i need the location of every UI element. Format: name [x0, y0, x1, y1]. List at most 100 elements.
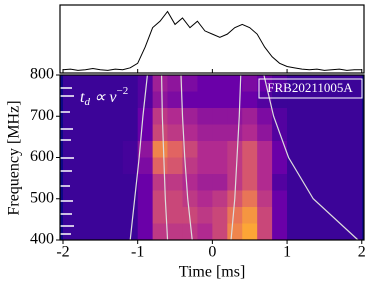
heatmap-cell	[62, 141, 79, 158]
heatmap-cell	[197, 190, 213, 208]
heatmap-cell	[77, 223, 94, 241]
heatmap-cell	[182, 75, 198, 92]
formula-mid: ∝ ν	[90, 89, 117, 106]
heatmap-cell	[257, 174, 273, 191]
heatmap-cell	[331, 157, 348, 175]
heatmap-cell	[167, 157, 183, 175]
heatmap-cell	[122, 75, 138, 92]
heatmap-cell	[122, 207, 138, 224]
heatmap-cell	[167, 190, 183, 208]
heatmap-cell	[137, 108, 153, 125]
formula-sup: −2	[116, 85, 128, 97]
heatmap-cell	[302, 157, 318, 175]
formula-sub: d	[84, 96, 90, 108]
heatmap-cell	[227, 108, 243, 125]
heatmap-cell	[122, 174, 138, 191]
heatmap-cell	[152, 141, 168, 158]
heatmap-cell	[107, 141, 124, 158]
heatmap-cell	[107, 124, 124, 142]
heatmap-cell	[107, 75, 124, 92]
y-tick-label: 500	[30, 189, 54, 206]
heatmap-cell	[227, 157, 243, 175]
heatmap-cell	[242, 75, 258, 92]
heatmap-cell	[346, 141, 363, 158]
heatmap-cell	[182, 223, 198, 241]
heatmap-cell	[62, 75, 79, 92]
heatmap-cell	[107, 207, 124, 224]
heatmap-cell	[331, 174, 348, 191]
heatmap-cell	[346, 207, 363, 224]
heatmap-cell	[212, 207, 228, 224]
heatmap-cell	[242, 174, 258, 191]
heatmap-cell	[257, 223, 273, 241]
heatmap-cell	[227, 75, 243, 92]
heatmap-cell	[167, 207, 183, 224]
heatmap-cell	[107, 108, 124, 125]
heatmap-cell	[77, 108, 94, 125]
heatmap-cell	[167, 124, 183, 142]
heatmap-cell	[197, 207, 213, 224]
heatmap-cell	[167, 91, 183, 109]
heatmap-cell	[302, 223, 318, 241]
heatmap-cell	[182, 108, 198, 125]
heatmap-cell	[212, 174, 228, 191]
heatmap-cell	[92, 157, 109, 175]
heatmap-cell	[137, 190, 153, 208]
heatmap-cell	[197, 141, 213, 158]
heatmap-cell	[77, 91, 94, 109]
heatmap-cell	[302, 91, 318, 109]
heatmap-cell	[107, 157, 124, 175]
heatmap-cells	[60, 75, 364, 241]
heatmap-cell	[122, 91, 138, 109]
heatmap-cell	[197, 108, 213, 125]
heatmap-cell	[92, 174, 109, 191]
heatmap-cell	[331, 141, 348, 158]
x-axis-label: Time [ms]	[179, 264, 246, 281]
heatmap-cell	[316, 190, 333, 208]
heatmap-cell	[62, 174, 79, 191]
heatmap-cell	[107, 190, 124, 208]
heatmap-cell	[167, 223, 183, 241]
heatmap-cell	[182, 190, 198, 208]
heatmap-cell	[227, 124, 243, 142]
heatmap-cell	[107, 91, 124, 109]
heatmap-cell	[302, 174, 318, 191]
heatmap-cell	[167, 141, 183, 158]
heatmap-cell	[212, 108, 228, 125]
heatmap-cell	[331, 124, 348, 142]
heatmap-cell	[346, 91, 363, 109]
heatmap-cell	[257, 157, 273, 175]
heatmap-cell	[346, 190, 363, 208]
heatmap-cell	[316, 141, 333, 158]
dispersion-curve	[230, 74, 242, 241]
heatmap-cell	[346, 108, 363, 125]
heatmap-cell	[331, 223, 348, 241]
heatmap-cell	[346, 124, 363, 142]
heatmap-cell	[62, 207, 79, 224]
heatmap-cell	[152, 174, 168, 191]
heatmap-cell	[316, 108, 333, 125]
heatmap-cell	[92, 207, 109, 224]
heatmap-cell	[152, 124, 168, 142]
formula-base: t	[80, 89, 85, 106]
heatmap-cell	[77, 75, 94, 92]
heatmap-cell	[137, 223, 153, 241]
heatmap-cell	[242, 207, 258, 224]
heatmap-cell	[152, 75, 168, 92]
heatmap-cell	[122, 141, 138, 158]
heatmap-cell	[92, 91, 109, 109]
annotation: FRB20211005A	[267, 80, 353, 95]
heatmap-cell	[287, 124, 303, 142]
dispersion-curve	[160, 74, 169, 241]
heatmap-cell	[272, 190, 288, 208]
heatmap-cell	[242, 108, 258, 125]
heatmap-cell	[316, 157, 333, 175]
heatmap-cell	[182, 91, 198, 109]
heatmap-cell	[287, 108, 303, 125]
heatmap-cell	[272, 174, 288, 191]
heatmap-cell	[122, 223, 138, 241]
heatmap-cell	[346, 223, 363, 241]
heatmap-cell	[92, 108, 109, 125]
heatmap-cell	[287, 174, 303, 191]
